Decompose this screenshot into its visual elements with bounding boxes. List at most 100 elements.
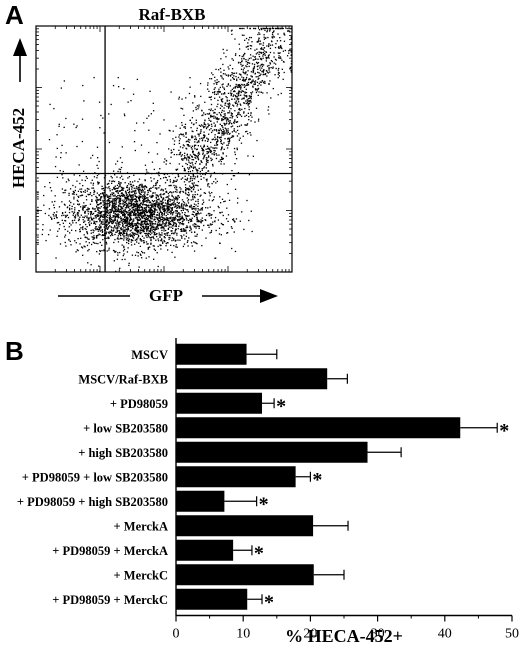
- scatter-point: [146, 215, 149, 217]
- scatter-point: [118, 223, 120, 225]
- scatter-point: [230, 108, 232, 110]
- scatter-point: [158, 187, 160, 189]
- scatter-point: [149, 233, 152, 236]
- scatter-point: [200, 160, 202, 162]
- scatter-point: [208, 113, 210, 115]
- scatter-point: [138, 216, 140, 218]
- scatter-point: [243, 34, 245, 36]
- scatter-point: [102, 193, 105, 195]
- scatter-point: [201, 149, 204, 152]
- scatter-point: [65, 215, 67, 218]
- scatter-point: [223, 87, 225, 89]
- scatter-point: [185, 235, 187, 238]
- scatter-point: [220, 156, 223, 158]
- scatter-point: [195, 106, 197, 109]
- scatter-point: [125, 192, 127, 194]
- scatter-point: [107, 210, 109, 212]
- scatter-point: [128, 210, 130, 212]
- scatter-point: [171, 219, 173, 221]
- scatter-point: [118, 200, 120, 203]
- scatter-point: [220, 58, 222, 60]
- scatter-point: [274, 27, 276, 30]
- scatter-point: [197, 133, 199, 135]
- scatter-point: [170, 220, 172, 223]
- scatter-point: [197, 180, 200, 183]
- scatter-point: [231, 136, 233, 139]
- scatter-point: [259, 81, 261, 83]
- scatter-point: [113, 210, 116, 212]
- scatter-point: [122, 214, 124, 217]
- scatter-point: [37, 239, 39, 241]
- scatter-point: [181, 157, 183, 160]
- scatter-point: [115, 215, 117, 218]
- scatter-point: [56, 134, 58, 136]
- scatter-point: [282, 78, 284, 80]
- scatter-point: [60, 156, 62, 159]
- scatter-point: [195, 212, 197, 215]
- scatter-point: [218, 112, 220, 114]
- scatter-point: [225, 117, 227, 119]
- scatter-point: [146, 220, 148, 223]
- scatter-point: [146, 218, 148, 221]
- scatter-point: [250, 36, 252, 39]
- scatter-point: [249, 27, 252, 30]
- scatter-point: [213, 91, 216, 94]
- scatter-point: [90, 264, 92, 266]
- scatter-point: [208, 108, 210, 111]
- scatter-point: [184, 152, 186, 154]
- scatter-point: [50, 216, 52, 218]
- scatter-point: [157, 207, 160, 209]
- scatter-point: [167, 234, 169, 237]
- scatter-point: [177, 198, 179, 200]
- scatter-point: [190, 176, 192, 178]
- scatter-point: [122, 200, 124, 203]
- scatter-point: [237, 62, 240, 64]
- scatter-point: [116, 226, 118, 228]
- scatter-point: [179, 228, 182, 231]
- scatter-point: [110, 175, 112, 178]
- scatter-point: [152, 227, 154, 229]
- scatter-point: [56, 211, 58, 213]
- scatter-point: [265, 58, 267, 60]
- scatter-point: [245, 114, 248, 117]
- scatter-point: [64, 236, 66, 238]
- scatter-point: [154, 218, 156, 221]
- scatter-point: [263, 38, 266, 40]
- scatter-point: [226, 119, 228, 121]
- scatter-point: [148, 189, 151, 191]
- scatter-point: [219, 140, 222, 143]
- scatter-point: [180, 207, 182, 209]
- scatter-point: [109, 215, 111, 218]
- scatter-point: [277, 76, 279, 79]
- scatter-point: [197, 144, 200, 147]
- scatter-point: [209, 78, 211, 80]
- scatter-point: [194, 162, 197, 165]
- scatter-point: [258, 53, 260, 56]
- scatter-point: [243, 97, 245, 99]
- scatter-point: [97, 242, 99, 245]
- scatter-point: [56, 176, 59, 179]
- scatter-point: [173, 143, 176, 145]
- scatter-point: [222, 86, 224, 88]
- scatter-point: [124, 204, 126, 206]
- scatter-point: [181, 207, 184, 209]
- scatter-point: [179, 186, 181, 189]
- scatter-point: [262, 42, 265, 44]
- scatter-point: [193, 211, 195, 213]
- scatter-point: [221, 131, 223, 133]
- scatter-point: [224, 113, 226, 115]
- scatter-point: [120, 211, 122, 213]
- scatter-point: [55, 214, 57, 216]
- scatter-point: [124, 219, 127, 221]
- scatter-point: [259, 51, 261, 53]
- scatter-point: [262, 81, 265, 83]
- scatter-point: [132, 232, 134, 234]
- scatter-point: [74, 240, 76, 242]
- scatter-point: [175, 197, 178, 199]
- scatter-point: [55, 156, 57, 158]
- scatter-point: [257, 120, 260, 122]
- scatter-point: [128, 262, 130, 265]
- scatter-point: [82, 184, 84, 187]
- scatter-point: [95, 195, 97, 198]
- scatter-point: [124, 207, 127, 209]
